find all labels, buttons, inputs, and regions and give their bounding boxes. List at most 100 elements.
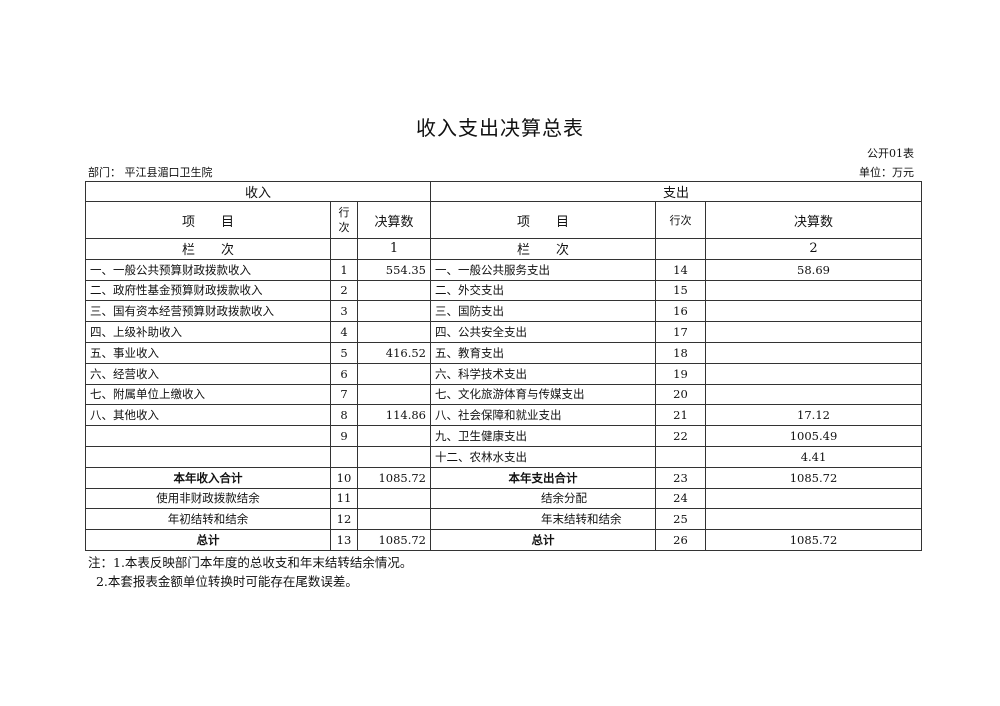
expense-amount: 1085.72 [705, 529, 922, 551]
income-amount: 114.86 [357, 404, 431, 427]
expense-item: 八、社会保障和就业支出 [430, 404, 656, 427]
table-row: 一、一般公共预算财政拨款收入 1 554.35 一、一般公共服务支出 14 58.69 [85, 258, 922, 281]
expense-amount [705, 300, 922, 323]
income-lanci: 栏 次 [85, 238, 331, 260]
income-amount [357, 362, 431, 385]
table-row: 本年收入合计 10 1085.72 本年支出合计 23 1085.72 [85, 466, 922, 489]
form-number: 公开01表 [867, 147, 914, 160]
expense-item: 三、国防支出 [430, 300, 656, 323]
income-amount: 554.35 [357, 258, 431, 281]
page-title: 收入支出决算总表 [416, 116, 584, 140]
empty-cell [330, 238, 358, 260]
income-row-no: 11 [330, 487, 358, 510]
income-item: 总计 [85, 529, 331, 551]
expense-amount [705, 508, 922, 531]
expense-header: 支出 [430, 181, 922, 202]
income-row-no: 8 [330, 404, 358, 427]
income-item: 五、事业收入 [85, 341, 331, 364]
income-amount [357, 487, 431, 510]
expense-item: 总计 [430, 529, 656, 551]
income-item: 六、经营收入 [85, 362, 331, 385]
expense-amount [705, 279, 922, 302]
table-row: 二、政府性基金预算财政拨款收入 2 二、外交支出 15 [85, 279, 922, 302]
income-amount [357, 300, 431, 323]
income-amount [357, 279, 431, 302]
table-row: 使用非财政拨款结余 11 结余分配 24 [85, 487, 922, 510]
table-row: 五、事业收入 5 416.52 五、教育支出 18 [85, 341, 922, 364]
expense-item: 本年支出合计 [430, 466, 656, 489]
income-item: 四、上级补助收入 [85, 321, 331, 343]
unit: 单位：万元 [859, 166, 914, 179]
income-row-no: 13 [330, 529, 358, 551]
expense-item: 四、公共安全支出 [430, 321, 656, 343]
income-item: 三、国有资本经营预算财政拨款收入 [85, 300, 331, 323]
income-item [85, 425, 331, 447]
empty-cell [655, 238, 706, 260]
expense-amount [705, 362, 922, 385]
income-item: 七、附属单位上缴收入 [85, 383, 331, 406]
income-row-no [330, 445, 358, 468]
table-row: 9 九、卫生健康支出 22 1005.49 [85, 425, 922, 447]
expense-amount: 1085.72 [705, 466, 922, 489]
expense-lanci: 栏 次 [430, 238, 656, 260]
expense-row-no: 19 [655, 362, 706, 385]
income-row-no: 5 [330, 341, 358, 364]
table-row: 十二、农林水支出 4.41 [85, 445, 922, 468]
expense-amount: 1005.49 [705, 425, 922, 447]
expense-row-no: 21 [655, 404, 706, 427]
income-row-no: 10 [330, 466, 358, 489]
income-item-header: 项 目 [85, 201, 331, 239]
note-2: 2.本套报表金额单位转换时可能存在尾数误差。 [88, 574, 358, 589]
income-row-no-header: 行 次 [330, 201, 358, 239]
expense-amount: 4.41 [705, 445, 922, 468]
income-amount: 1085.72 [357, 529, 431, 551]
expense-item: 一、一般公共服务支出 [430, 258, 656, 281]
table-row: 总计 13 1085.72 总计 26 1085.72 [85, 529, 922, 551]
note-1: 注：1.本表反映部门本年度的总收支和年末结转结余情况。 [88, 555, 413, 570]
income-header: 收入 [85, 181, 431, 202]
expense-row-no [655, 445, 706, 468]
expense-amount: 17.12 [705, 404, 922, 427]
expense-row-no: 26 [655, 529, 706, 551]
income-item: 二、政府性基金预算财政拨款收入 [85, 279, 331, 302]
table-row: 七、附属单位上缴收入 7 七、文化旅游体育与传媒支出 20 [85, 383, 922, 406]
expense-item: 五、教育支出 [430, 341, 656, 364]
income-item: 年初结转和结余 [85, 508, 331, 531]
expense-row-no: 24 [655, 487, 706, 510]
expense-row-no-header: 行次 [655, 201, 706, 239]
expense-item: 年末结转和结余 [430, 508, 656, 531]
expense-col-number: 2 [705, 238, 922, 260]
income-amount: 416.52 [357, 341, 431, 364]
expense-row-no: 23 [655, 466, 706, 489]
expense-amount [705, 487, 922, 510]
department: 部门： 平江县湄口卫生院 [88, 166, 213, 179]
expense-amount [705, 341, 922, 364]
income-row-no: 9 [330, 425, 358, 447]
income-amount-header: 决算数 [357, 201, 431, 239]
table-row: 四、上级补助收入 4 四、公共安全支出 17 [85, 321, 922, 343]
income-row-no: 2 [330, 279, 358, 302]
table-row: 年初结转和结余 12 年末结转和结余 25 [85, 508, 922, 531]
table-row: 三、国有资本经营预算财政拨款收入 3 三、国防支出 16 [85, 300, 922, 323]
expense-row-no: 22 [655, 425, 706, 447]
expense-row-no: 15 [655, 279, 706, 302]
expense-item: 九、卫生健康支出 [430, 425, 656, 447]
income-row-no: 4 [330, 321, 358, 343]
income-amount [357, 445, 431, 468]
income-item [85, 445, 331, 468]
expense-row-no: 17 [655, 321, 706, 343]
expense-amount [705, 383, 922, 406]
expense-item: 六、科学技术支出 [430, 362, 656, 385]
expense-row-no: 25 [655, 508, 706, 531]
expense-row-no: 18 [655, 341, 706, 364]
expense-amount: 58.69 [705, 258, 922, 281]
income-expense-table: 收入 支出 项 目 行 次 决算数 项 目 行次 决算数 栏 次 1 栏 次 2… [85, 181, 922, 551]
income-amount [357, 425, 431, 447]
income-row-no: 3 [330, 300, 358, 323]
income-amount [357, 321, 431, 343]
income-item: 本年收入合计 [85, 466, 331, 489]
expense-amount-header: 决算数 [705, 201, 922, 239]
expense-item-header: 项 目 [430, 201, 656, 239]
expense-item: 结余分配 [430, 487, 656, 510]
income-item: 使用非财政拨款结余 [85, 487, 331, 510]
